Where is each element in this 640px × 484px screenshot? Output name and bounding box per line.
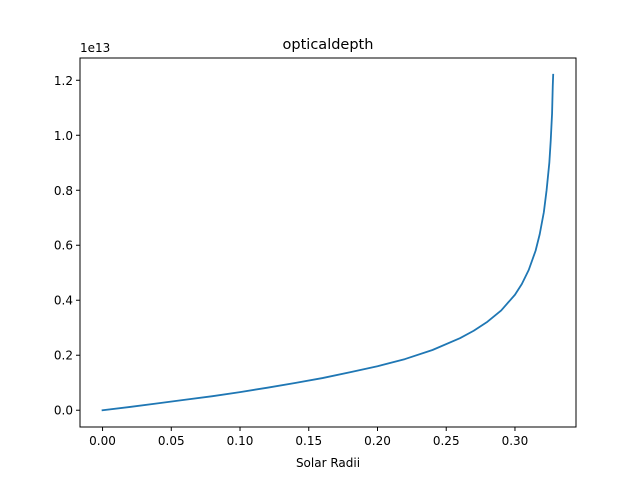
y-tick-label: 0.0 <box>54 404 73 418</box>
axes-frame <box>79 57 577 428</box>
ticks-group: 0.00 0.05 0.10 0.15 0.20 0.25 0.30 0.0 0.2 0.4 0.6… <box>54 74 528 448</box>
x-axis-label: Solar Radii <box>296 456 360 470</box>
y-tick-label: 1.2 <box>54 74 73 88</box>
y-tick-label: 0.8 <box>54 184 73 198</box>
y-tick-label: 0.4 <box>54 294 73 308</box>
x-tick-label: 0.20 <box>364 434 391 448</box>
y-offset-text: 1e13 <box>80 41 110 55</box>
x-tick-label: 0.30 <box>502 434 529 448</box>
x-tick-label: 0.25 <box>433 434 460 448</box>
x-tick-label: 0.10 <box>227 434 254 448</box>
series-line <box>101 73 555 412</box>
x-tick-label: 0.15 <box>295 434 322 448</box>
y-tick-label: 1.0 <box>54 129 73 143</box>
plot-lines-group <box>101 73 555 412</box>
chart-title: opticaldepth <box>283 37 374 53</box>
y-tick-label: 0.2 <box>54 349 73 363</box>
y-tick-label: 0.6 <box>54 239 73 253</box>
x-tick-label: 0.00 <box>89 434 116 448</box>
x-tick-label: 0.05 <box>158 434 185 448</box>
